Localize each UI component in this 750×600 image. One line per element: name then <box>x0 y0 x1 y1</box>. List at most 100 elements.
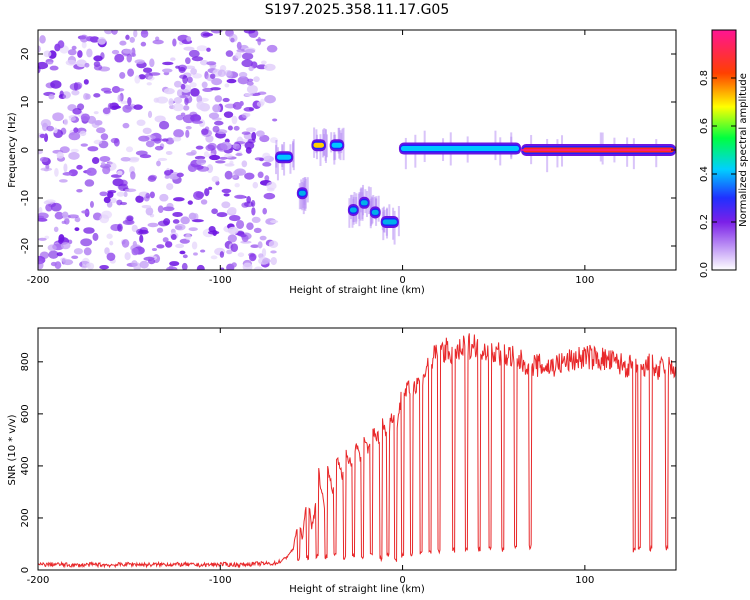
noise-blob <box>250 200 256 208</box>
noise-blob <box>193 190 204 200</box>
noise-blob <box>262 162 272 167</box>
noise-blob <box>208 112 220 119</box>
noise-blob <box>212 104 221 113</box>
noise-blob <box>202 32 214 37</box>
noise-blob <box>111 30 118 35</box>
noise-blob <box>210 255 218 260</box>
noise-blob <box>223 111 234 118</box>
y-tick-label: 800 <box>20 352 31 371</box>
noise-blob <box>157 157 168 162</box>
noise-blob <box>43 200 51 205</box>
ridge-segment <box>398 130 522 170</box>
noise-blob <box>130 52 137 58</box>
noise-blob <box>203 151 209 158</box>
noise-blob <box>110 137 119 144</box>
ridge-spray <box>292 141 295 163</box>
noise-blob <box>224 170 233 180</box>
noise-blob <box>77 50 83 58</box>
noise-blob <box>100 133 109 141</box>
noise-blob <box>214 95 223 103</box>
noise-blob <box>183 46 195 51</box>
noise-blob <box>247 78 254 82</box>
noise-blob <box>173 97 183 104</box>
noise-blob <box>139 260 149 269</box>
noise-blob <box>43 168 49 172</box>
ridge-segment <box>369 194 381 229</box>
noise-blob <box>67 49 77 56</box>
noise-blob <box>73 127 79 133</box>
noise-blob <box>166 183 174 191</box>
noise-blob <box>38 149 43 155</box>
noise-blob <box>219 267 225 270</box>
noise-blob <box>124 188 137 193</box>
noise-blob <box>206 47 211 52</box>
noise-blob <box>164 169 172 176</box>
noise-blob <box>125 34 130 40</box>
noise-blob <box>175 114 184 121</box>
noise-blob <box>264 175 270 182</box>
noise-blob <box>79 130 87 137</box>
noise-blob <box>229 215 241 222</box>
noise-blob <box>53 226 59 233</box>
noise-blob <box>163 218 171 226</box>
noise-blob <box>117 223 123 232</box>
noise-blob <box>76 188 83 193</box>
noise-blob <box>233 125 240 131</box>
noise-blob <box>107 190 117 194</box>
noise-blob <box>196 101 205 110</box>
noise-blob <box>61 220 67 225</box>
noise-blob <box>170 57 176 62</box>
colorbar-tick-label: 0.2 <box>699 214 710 230</box>
noise-blob <box>245 127 257 132</box>
noise-blob <box>76 103 85 111</box>
noise-region <box>38 30 279 270</box>
noise-blob <box>119 40 127 46</box>
noise-blob <box>71 255 79 260</box>
noise-blob <box>38 45 41 53</box>
colorbar: 0.0 0.2 0.4 0.6 0.8 Normalized spectral ampl… <box>699 29 749 278</box>
noise-blob <box>210 87 221 91</box>
noise-blob <box>178 66 186 74</box>
ridge-segment <box>329 127 345 165</box>
noise-blob <box>80 238 93 247</box>
noise-blob <box>91 120 100 128</box>
noise-blob <box>71 45 77 51</box>
noise-blob <box>62 172 73 176</box>
noise-blob <box>163 88 175 95</box>
noise-blob <box>103 90 113 94</box>
noise-blob <box>260 60 267 65</box>
ridge-segment <box>296 177 309 215</box>
noise-blob <box>122 219 135 225</box>
noise-blob <box>216 212 228 218</box>
noise-blob <box>262 152 271 161</box>
noise-blob <box>263 63 276 71</box>
noise-blob <box>49 65 59 71</box>
noise-blob <box>113 87 125 92</box>
y-tick-label: 0 <box>20 147 31 153</box>
noise-blob <box>136 119 146 126</box>
noise-blob <box>114 53 125 63</box>
noise-blob <box>251 216 261 223</box>
colorbar-label: Normalized spectral amplitude <box>738 73 749 227</box>
noise-blob <box>225 50 234 57</box>
noise-blob <box>116 191 125 197</box>
noise-blob <box>58 179 68 183</box>
noise-blob <box>231 115 238 125</box>
ridge-core <box>331 142 343 148</box>
noise-blob <box>120 201 128 206</box>
ridge-core <box>298 190 306 196</box>
noise-blob <box>86 48 93 58</box>
noise-blob <box>190 88 200 97</box>
noise-blob <box>38 260 44 270</box>
noise-blob <box>59 90 64 98</box>
noise-blob <box>224 83 230 88</box>
noise-blob <box>270 220 279 224</box>
noise-blob <box>38 212 49 220</box>
noise-blob <box>237 252 245 258</box>
noise-blob <box>222 97 230 103</box>
noise-blob <box>157 205 164 213</box>
noise-blob <box>145 140 155 148</box>
noise-blob <box>236 219 245 229</box>
noise-blob <box>109 240 114 246</box>
noise-blob <box>80 113 90 122</box>
